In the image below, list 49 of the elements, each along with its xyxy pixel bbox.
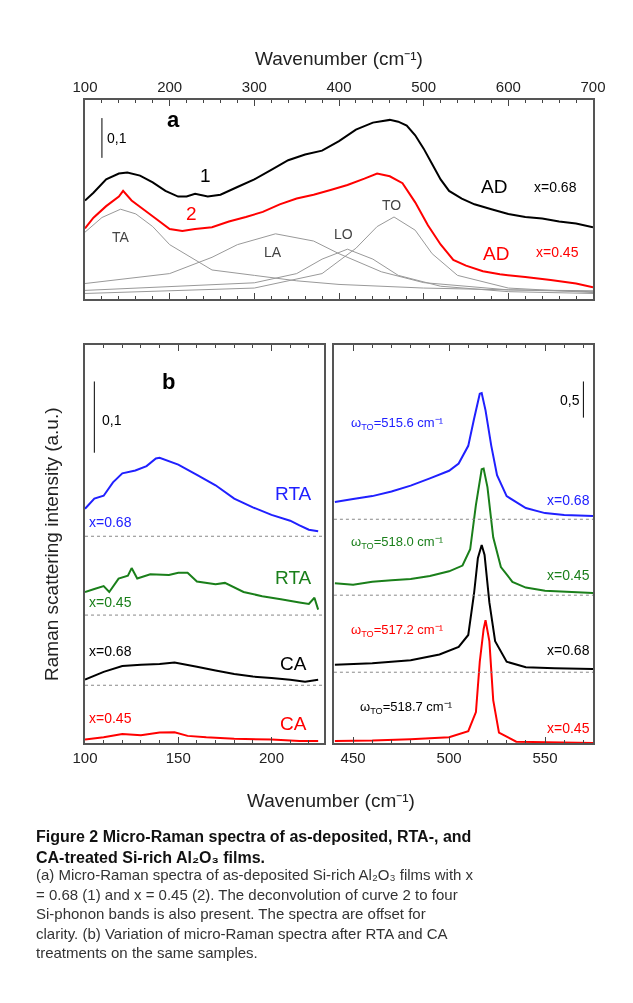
annotation: x=0.68 bbox=[89, 643, 132, 659]
annotation: ω$_{TO}$=518.0 cm⁻¹ bbox=[351, 534, 444, 551]
annotation: ω$_{TO}$=517.2 cm⁻¹ bbox=[351, 622, 444, 639]
annotation: 0,1 bbox=[107, 130, 127, 146]
annotation: LO bbox=[334, 226, 353, 242]
x-tick-label: 150 bbox=[165, 748, 191, 766]
x-tick-label: 400 bbox=[326, 78, 352, 96]
x-tick-label: 300 bbox=[241, 78, 267, 96]
text: Figure 2 Micro-Raman spectra of as-deposited, RTA-, and CA-treated Si-rich Al₂O₃ films. bbox=[36, 828, 472, 866]
annotation: AD bbox=[481, 176, 508, 197]
annotation: TO bbox=[382, 197, 402, 213]
x-tick-label: 450 bbox=[340, 748, 366, 766]
annotation: TA bbox=[112, 229, 130, 245]
annotation: CA bbox=[280, 653, 307, 674]
x-axis-title: Wavenumber (cm⁻¹) bbox=[247, 790, 415, 811]
annotation: RTA bbox=[275, 483, 312, 504]
annotation: CA bbox=[280, 713, 307, 734]
annotation: 1 bbox=[200, 165, 211, 186]
text: (a) Micro-Raman spectra of as-deposited Si-rich Al₂O₃ films with x = 0.68 (1) and x = 0.45 (2). The deconvolution of curve 2 to four Si-phonon bands is also present. The spectra are offset for clarity. (b) Variation of micro-Raman spectra after RTA and CA treatments on the same samples. bbox=[36, 866, 474, 961]
x-tick-label: 200 bbox=[259, 748, 285, 766]
x-tick-label: 500 bbox=[411, 78, 437, 96]
annotation: x=0.68 bbox=[547, 492, 590, 508]
annotation: x=0.68 bbox=[89, 514, 132, 530]
annotation: x=0.45 bbox=[89, 594, 132, 610]
x-axis-title: Wavenumber (cm⁻¹) bbox=[255, 47, 423, 69]
annotation: x=0.45 bbox=[547, 720, 590, 736]
annotation: x=0.45 bbox=[89, 710, 132, 726]
x-tick-label: 100 bbox=[72, 78, 98, 96]
x-tick-label: 200 bbox=[157, 78, 183, 96]
x-tick-label: 500 bbox=[436, 748, 462, 766]
annotation: 2 bbox=[186, 203, 197, 224]
annotation: x=0.45 bbox=[536, 244, 579, 260]
annotation: x=0.68 bbox=[547, 642, 590, 658]
annotation: x=0.68 bbox=[534, 179, 577, 195]
annotation: a bbox=[167, 107, 180, 132]
y-axis-title: Raman scattering intensity (a.u.) bbox=[40, 407, 62, 681]
annotation: AD bbox=[483, 243, 510, 264]
annotation: x=0.45 bbox=[547, 567, 590, 583]
annotation: b bbox=[162, 369, 176, 394]
annotation: ω$_{TO}$=515.6 cm⁻¹ bbox=[351, 415, 444, 432]
annotation: 0,1 bbox=[102, 412, 122, 428]
annotation: RTA bbox=[275, 567, 312, 588]
x-tick-label: 700 bbox=[580, 78, 606, 96]
x-tick-label: 600 bbox=[495, 78, 521, 96]
annotation: ω$_{TO}$=518.7 cm⁻¹ bbox=[360, 699, 453, 716]
x-tick-label: 550 bbox=[532, 748, 558, 766]
annotation: 0,5 bbox=[560, 392, 580, 408]
annotation: LA bbox=[264, 244, 282, 260]
x-tick-label: 100 bbox=[72, 748, 98, 766]
